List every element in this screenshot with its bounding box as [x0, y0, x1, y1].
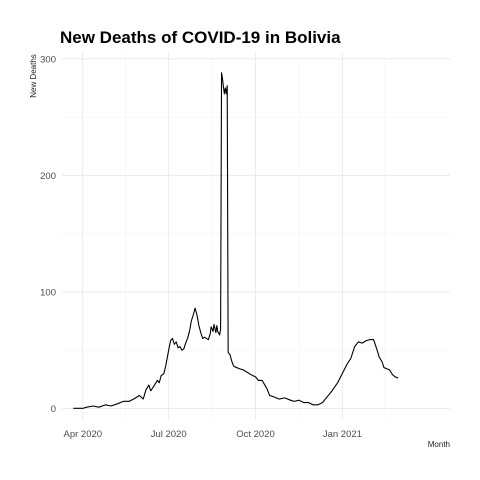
x-axis-label: Month	[428, 440, 450, 449]
series-line	[73, 72, 399, 409]
y-tick-label: 0	[51, 404, 56, 415]
x-tick-label: Jul 2020	[151, 429, 187, 440]
y-tick-label: 200	[40, 171, 56, 182]
x-tick-label: Oct 2020	[236, 429, 275, 440]
y-axis-label: New Deaths	[29, 54, 38, 98]
y-tick-labels: 0 100 200 300	[40, 54, 56, 415]
y-tick-label: 100	[40, 287, 56, 298]
series-layer	[73, 72, 399, 409]
x-tick-labels: Apr 2020 Jul 2020 Oct 2020 Jan 2021	[63, 429, 361, 440]
y-tick-label: 300	[40, 54, 56, 65]
x-tick-label: Apr 2020	[63, 429, 102, 440]
x-tick-label: Jan 2021	[323, 429, 362, 440]
grid	[62, 53, 450, 420]
chart-title: New Deaths of COVID-19 in Bolivia	[60, 28, 341, 47]
